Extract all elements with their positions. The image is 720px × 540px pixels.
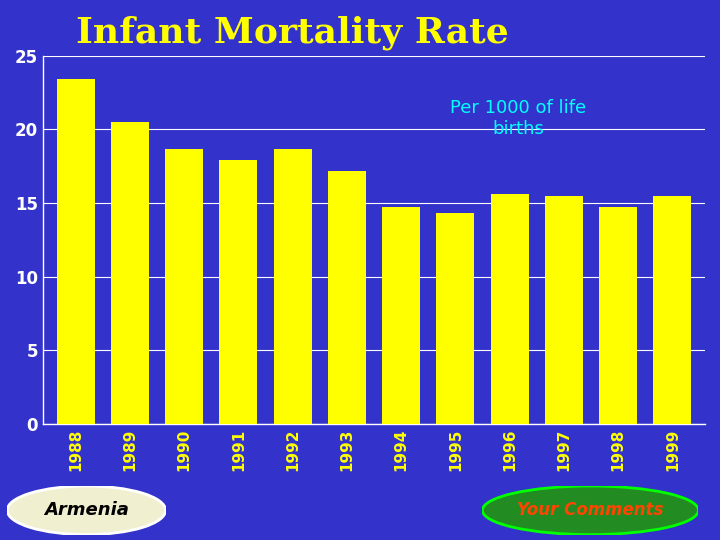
- Bar: [654, 195, 691, 424]
- Text: Infant Mortality Rate: Infant Mortality Rate: [76, 15, 509, 50]
- Bar: [382, 207, 420, 424]
- Bar: [274, 148, 312, 424]
- Ellipse shape: [482, 486, 698, 535]
- Text: Per 1000 of life
births: Per 1000 of life births: [450, 99, 587, 138]
- Bar: [436, 213, 474, 424]
- Text: Armenia: Armenia: [44, 501, 129, 519]
- Ellipse shape: [7, 486, 166, 535]
- Bar: [57, 79, 94, 424]
- Bar: [328, 171, 366, 424]
- Bar: [599, 207, 637, 424]
- Bar: [545, 195, 583, 424]
- Bar: [220, 160, 257, 424]
- Bar: [111, 122, 149, 424]
- Bar: [165, 148, 203, 424]
- Bar: [490, 194, 528, 424]
- Text: Your Comments: Your Comments: [517, 501, 664, 519]
